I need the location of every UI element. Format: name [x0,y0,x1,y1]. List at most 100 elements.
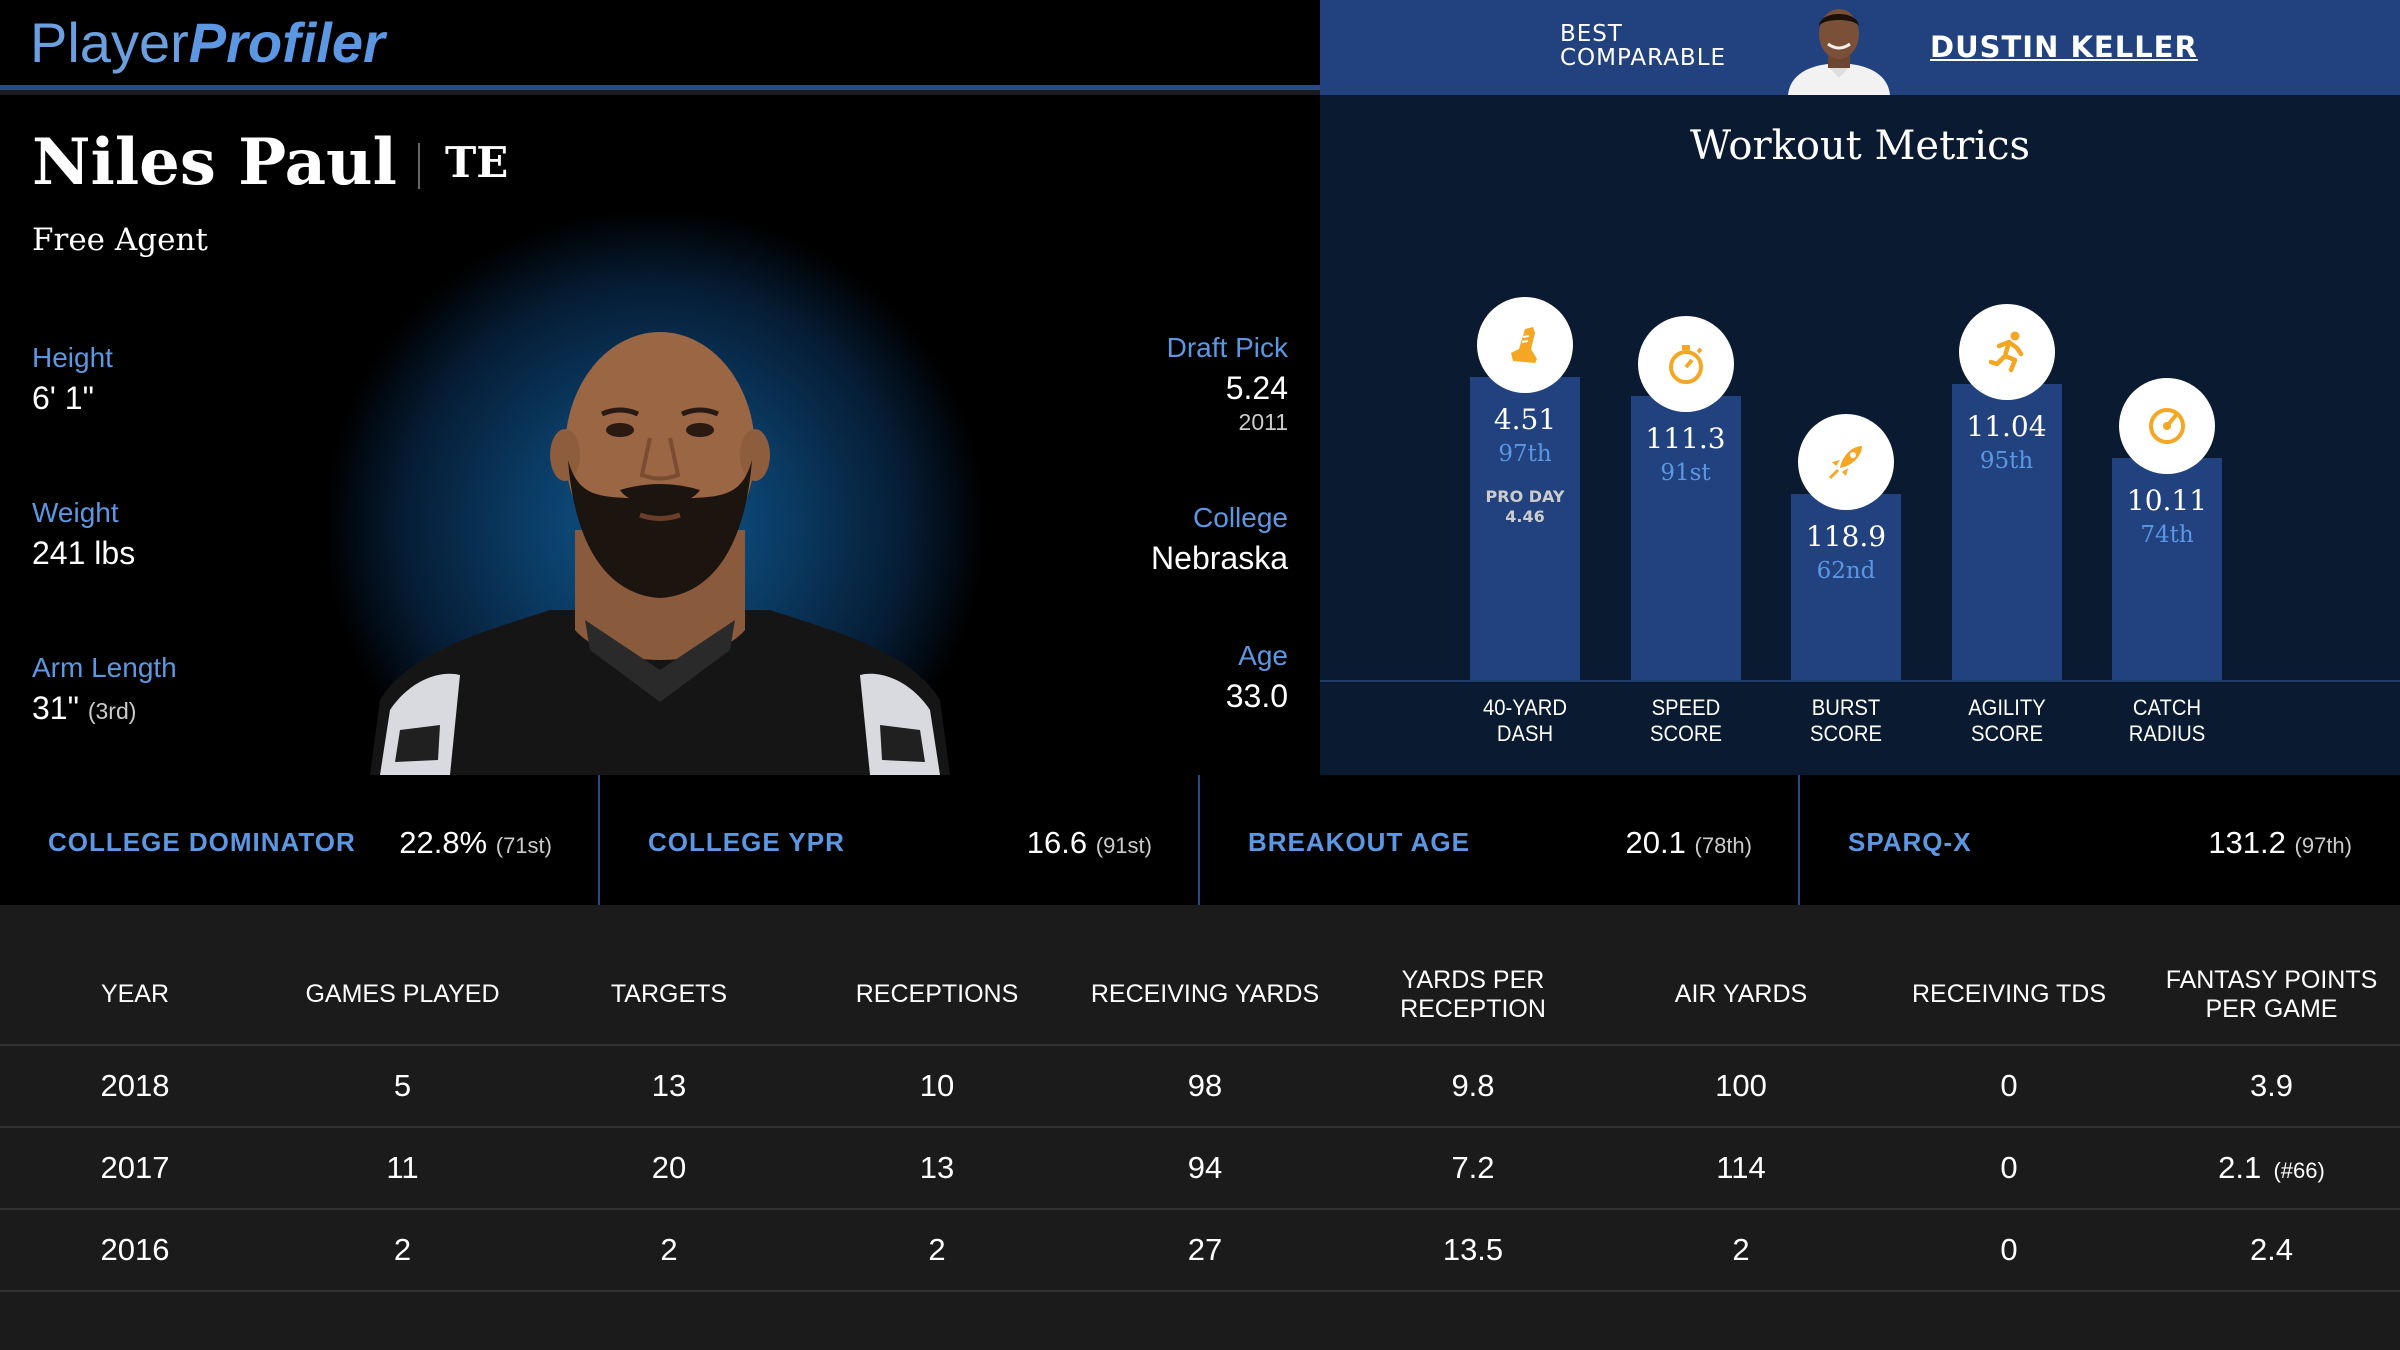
pro-day-time: PRO DAY 4.46 [1485,487,1565,526]
arm-length-rank: (3rd) [87,698,137,724]
workout-label: CATCH RADIUS [2128,695,2206,746]
column-header[interactable]: AIR YARDS [1607,945,1875,1046]
target-icon [2119,378,2215,474]
metric-number: 16.6 [1026,825,1088,860]
table-header-row: YEAR GAMES PLAYED TARGETS RECEPTIONS RECEIVI… [0,945,2400,1046]
workout-value: 4.51 [1493,403,1557,436]
workout-label: AGILITY SCORE [1967,695,2046,746]
metric-college-ypr: COLLEGE YPR 16.6 (91st) [600,775,1200,905]
arm-length-label: Arm Length [32,652,177,683]
player-team: Free Agent [32,222,208,258]
table-cell: 20 [535,1127,803,1210]
metric-divider [1198,775,1200,905]
metric-label[interactable]: COLLEGE YPR [648,827,845,857]
best-comparable-bar: BEST COMPARABLE DUSTIN KELLER [1320,0,2400,95]
column-header[interactable]: YARDS PER RECEPTION [1339,945,1607,1046]
player-name: Niles Paul [32,125,397,200]
season-stats-section: YEAR GAMES PLAYED TARGETS RECEPTIONS RECEIVI… [0,905,2400,1350]
table-cell: 114 [1607,1127,1875,1210]
table-cell: 3.9 [2143,1045,2400,1128]
metric-label[interactable]: SPARQ-X [1848,827,1972,857]
table-cell: 2016 [0,1209,270,1292]
best-comparable-label-line2: COMPARABLE [1560,45,1727,71]
metric-rank: (71st) [495,833,552,858]
metric-rank: (78th) [1694,833,1752,858]
workout-bar[interactable]: 111.3 91st [1630,316,1741,680]
age-label: Age [1238,640,1288,671]
workout-bar[interactable]: 10.11 74th [2112,378,2222,680]
table-row: 2017 11 20 13 94 7.2 114 0 2.1 (#66) [0,1127,2400,1210]
workout-percentile: 62nd [1816,558,1876,584]
name-divider [418,143,420,189]
shoe-icon [1477,297,1573,393]
player-photo [370,330,950,775]
table-cell: 5 [270,1045,535,1128]
table-cell: 0 [1875,1127,2143,1210]
table-cell: 0 [1875,1209,2143,1292]
table-cell: 94 [1071,1127,1339,1210]
column-header[interactable]: RECEIVING YARDS [1071,945,1339,1046]
table-cell: 10 [803,1045,1071,1128]
logo-part-1: Player [30,11,189,74]
column-header[interactable]: GAMES PLAYED [270,945,535,1046]
metric-label[interactable]: COLLEGE DOMINATOR [48,827,356,857]
metric-value: 22.8% (71st) [399,825,552,861]
draft-year: 2011 [1238,409,1288,435]
table-cell: 11 [270,1127,535,1210]
height-label: Height [32,342,113,373]
table-body: 2018 5 13 10 98 9.8 100 0 3.9 2017 11 20 13 94 7.2 114 0… [0,1045,2400,1292]
stopwatch-icon [1637,316,1734,412]
metric-rank: (91st) [1095,833,1152,858]
table-cell: 98 [1071,1045,1339,1128]
metric-college-dominator: COLLEGE DOMINATOR 22.8% (71st) [0,775,600,905]
table-cell: 13 [535,1045,803,1128]
table-cell: 27 [1071,1209,1339,1292]
workout-metrics-title: Workout Metrics [1689,123,2031,169]
workout-metrics-panel: Workout Metrics 4.51 97th PRO DAY 4.46 40-YA… [1320,95,2400,775]
metric-number: 131.2 [2208,825,2286,860]
column-header[interactable]: RECEPTIONS [803,945,1071,1046]
metric-value: 131.2 (97th) [2208,825,2352,861]
site-logo[interactable]: PlayerProfiler [30,10,385,75]
workout-label: 40-YARD DASH [1482,695,1567,746]
draft-pick-label: Draft Pick [1166,332,1288,363]
table-cell: 2.4 [2143,1209,2400,1292]
logo-bar: PlayerProfiler [0,0,1320,90]
metric-value: 20.1 (78th) [1626,825,1752,861]
table-cell: 2.1 (#66) [2143,1127,2400,1210]
best-comparable-label: BEST COMPARABLE [1560,22,1726,70]
column-header[interactable]: FANTASY POINTS PER GAME [2143,945,2400,1046]
workout-bar[interactable]: 4.51 97th PRO DAY 4.46 [1470,297,1580,680]
table-cell: 13 [803,1127,1071,1210]
advanced-metrics-strip: COLLEGE DOMINATOR 22.8% (71st) COLLEGE Y… [0,775,2400,905]
table-cell: 0 [1875,1045,2143,1128]
table-row: 2018 5 13 10 98 9.8 100 0 3.9 [0,1045,2400,1128]
workout-value: 10.11 [2126,484,2208,517]
workout-value: 111.3 [1645,422,1726,455]
metric-breakout-age: BREAKOUT AGE 20.1 (78th) [1200,775,1800,905]
metric-label[interactable]: BREAKOUT AGE [1248,827,1470,857]
table-cell: 100 [1607,1045,1875,1128]
metric-rank: (97th) [2294,833,2352,858]
table-cell: 2 [535,1209,803,1292]
draft-pick-value: 5.24 [1225,370,1288,406]
table-cell: 13.5 [1339,1209,1607,1292]
workout-percentile: 97th [1498,441,1552,467]
table-cell: 9.8 [1339,1045,1607,1128]
table-cell: 2 [1607,1209,1875,1292]
comparable-player-link[interactable]: DUSTIN KELLER [1930,30,2198,64]
column-header[interactable]: TARGETS [535,945,803,1046]
season-stats-table: YEAR GAMES PLAYED TARGETS RECEPTIONS RECEIVI… [0,945,2400,1292]
column-header[interactable]: RECEIVING TDS [1875,945,2143,1046]
metric-number: 22.8% [399,825,488,860]
table-cell: 2017 [0,1127,270,1210]
metric-sparq-x: SPARQ-X 131.2 (97th) [1800,775,2400,905]
rocket-icon [1798,414,1894,510]
workout-value: 118.9 [1805,520,1887,553]
weight-label: Weight [32,497,119,528]
weight-value: 241 lbs [32,535,136,571]
workout-bar[interactable]: 118.9 62nd [1791,414,1901,680]
workout-bar[interactable]: 11.04 95th [1951,304,2062,680]
column-header[interactable]: YEAR [0,945,270,1046]
college-label: College [1193,502,1288,533]
